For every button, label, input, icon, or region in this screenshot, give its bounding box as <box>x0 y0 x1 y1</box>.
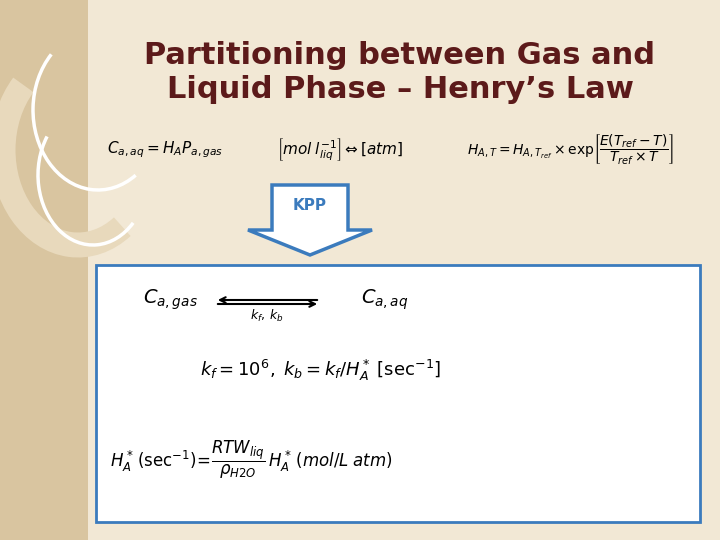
Text: $C_{a,gas}$: $C_{a,gas}$ <box>143 288 197 312</box>
Text: Partitioning between Gas and: Partitioning between Gas and <box>145 40 655 70</box>
Bar <box>88 0 720 540</box>
Text: Liquid Phase – Henry’s Law: Liquid Phase – Henry’s Law <box>166 76 634 105</box>
Text: $\left[mol\;l_{liq}^{-1}\right] \Leftrightarrow \left[atm\right]$: $\left[mol\;l_{liq}^{-1}\right] \Leftrig… <box>276 137 403 164</box>
Text: $C_{a,aq} = H_A P_{a,gas}$: $C_{a,aq} = H_A P_{a,gas}$ <box>107 140 223 160</box>
Text: $k_f,\,k_b$: $k_f,\,k_b$ <box>251 308 284 324</box>
Polygon shape <box>248 185 372 255</box>
Bar <box>88 0 720 540</box>
Text: $H_{A,T} = H_{A,T_{ref}} \times \exp\!\left[\dfrac{E(T_{ref}-T)}{T_{ref} \times : $H_{A,T} = H_{A,T_{ref}} \times \exp\!\l… <box>467 133 673 167</box>
Bar <box>0 0 88 540</box>
Text: KPP: KPP <box>293 198 327 213</box>
Bar <box>96 265 700 522</box>
Text: $H_A^*\,(\mathrm{sec}^{-1})\!=\!\dfrac{RTW_{liq}}{\rho_{H2O}}\,H_A^*\,(mol/L\;at: $H_A^*\,(\mathrm{sec}^{-1})\!=\!\dfrac{R… <box>110 439 392 481</box>
Text: $k_f = 10^6,\; k_b = k_f / H_A^*\; [\mathrm{sec}^{-1}]$: $k_f = 10^6,\; k_b = k_f / H_A^*\; [\mat… <box>200 357 441 382</box>
Text: $C_{a,aq}$: $C_{a,aq}$ <box>361 288 409 312</box>
